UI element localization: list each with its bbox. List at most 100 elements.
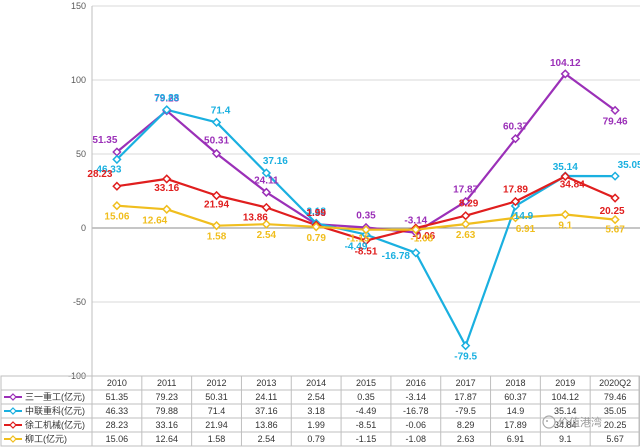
x-category-label: 2010 xyxy=(107,378,127,388)
data-point xyxy=(610,105,620,116)
data-label: 104.12 xyxy=(550,58,581,69)
data-point xyxy=(261,187,272,197)
table-cell: -0.06 xyxy=(406,420,427,430)
data-label: 79.88 xyxy=(154,93,179,104)
data-point xyxy=(261,219,272,229)
data-point xyxy=(610,214,620,225)
data-label: 1.99 xyxy=(306,208,326,219)
table-cell: 6.91 xyxy=(507,434,525,444)
legend-entry: 三一重工(亿元) xyxy=(25,391,85,402)
data-label: -4.49 xyxy=(345,242,368,253)
data-point xyxy=(460,211,471,221)
table-cell: 17.89 xyxy=(504,420,527,430)
table-cell: -1.08 xyxy=(406,434,427,444)
data-label: 12.64 xyxy=(142,215,167,226)
legend-swatch-marker xyxy=(9,393,17,401)
data-label: 13.86 xyxy=(243,212,268,223)
table-cell: 104.12 xyxy=(552,392,580,402)
x-category-label: 2017 xyxy=(456,378,476,388)
table-cell: 37.16 xyxy=(255,406,278,416)
x-category-label: 2014 xyxy=(306,378,326,388)
y-tick-label: -50 xyxy=(73,297,86,307)
table-cell: 1.99 xyxy=(307,420,325,430)
data-point xyxy=(460,196,471,207)
legend-swatch-marker xyxy=(9,421,17,429)
data-label: 71.4 xyxy=(211,105,231,116)
data-label: 2.54 xyxy=(306,208,326,219)
data-point xyxy=(510,213,521,223)
data-point xyxy=(211,148,222,159)
table-cell: 51.35 xyxy=(106,392,129,402)
data-label: 6.91 xyxy=(516,224,536,235)
x-category-label: 2011 xyxy=(157,378,176,388)
table-cell: 0.35 xyxy=(357,392,375,402)
data-point xyxy=(361,225,371,235)
data-label: 17.89 xyxy=(503,185,528,196)
data-label: 20.25 xyxy=(600,206,625,217)
table-cell: 5.67 xyxy=(606,434,624,444)
data-label: 51.35 xyxy=(92,135,117,146)
data-label: -16.78 xyxy=(382,251,411,262)
table-cell: 2.54 xyxy=(258,434,276,444)
table-cell: -8.51 xyxy=(356,420,377,430)
data-label: 1.58 xyxy=(207,232,227,243)
data-label: 0.79 xyxy=(306,233,326,244)
table-cell: 33.16 xyxy=(155,420,178,430)
x-category-label: 2018 xyxy=(505,378,525,388)
data-label: 24.11 xyxy=(254,175,279,186)
table-cell: 46.33 xyxy=(106,406,129,416)
watermark: 价值港湾 xyxy=(542,415,602,429)
watermark-text: 价值港湾 xyxy=(558,415,602,429)
data-point xyxy=(162,105,172,115)
data-labels: 51.35 79.23 50.31 24.11 2.54 0.35 -3.14 17.87 60… xyxy=(87,58,640,363)
table-cell: 13.86 xyxy=(255,420,278,430)
data-point xyxy=(411,248,421,258)
legend-swatch-marker xyxy=(9,435,17,443)
x-category-label: 2019 xyxy=(555,378,575,388)
legend-entry: 中联重科(亿元) xyxy=(25,405,85,416)
x-category-label: 2013 xyxy=(256,378,276,388)
y-tick-label: 100 xyxy=(71,75,86,85)
data-label: 17.87 xyxy=(453,185,478,196)
series-markers xyxy=(112,69,620,351)
table-cell: -3.14 xyxy=(406,392,427,402)
table-border xyxy=(0,375,640,447)
data-label: 33.16 xyxy=(154,183,179,194)
table-cell: 21.94 xyxy=(205,420,228,430)
data-label: 60.37 xyxy=(503,122,528,133)
data-label: 14.9 xyxy=(514,211,534,222)
data-point xyxy=(112,201,122,211)
data-label: 50.31 xyxy=(204,136,229,147)
data-label: -0.06 xyxy=(412,231,435,242)
table-cell: 2.54 xyxy=(307,392,325,402)
y-tick-label: 150 xyxy=(71,1,86,11)
table-cell: 3.18 xyxy=(307,406,325,416)
data-point xyxy=(112,181,122,191)
data-label: 79.46 xyxy=(603,116,628,127)
data-point xyxy=(162,204,172,214)
data-point xyxy=(261,168,272,178)
table-cell: 20.25 xyxy=(604,420,627,430)
data-point xyxy=(112,154,122,165)
series-line-0 xyxy=(116,72,616,234)
table-cell: 71.4 xyxy=(208,406,226,416)
wechat-icon xyxy=(542,415,556,429)
data-point xyxy=(610,171,620,181)
data-point xyxy=(460,340,471,351)
table-cell: 17.87 xyxy=(454,392,477,402)
table-cell: 12.64 xyxy=(155,434,178,444)
data-label: -1.08 xyxy=(410,234,433,245)
data-point xyxy=(361,235,371,246)
table-cell: 60.37 xyxy=(504,392,527,402)
table-cell: 14.9 xyxy=(507,406,525,416)
data-label: 34.84 xyxy=(560,179,585,190)
y-tick-label: 50 xyxy=(76,149,86,159)
table-cell: 79.88 xyxy=(155,406,178,416)
table-cell: 35.14 xyxy=(554,406,577,416)
table-cell: 15.06 xyxy=(106,434,129,444)
data-point xyxy=(411,224,421,235)
data-point xyxy=(211,221,222,231)
x-category-label: 2016 xyxy=(406,378,426,388)
